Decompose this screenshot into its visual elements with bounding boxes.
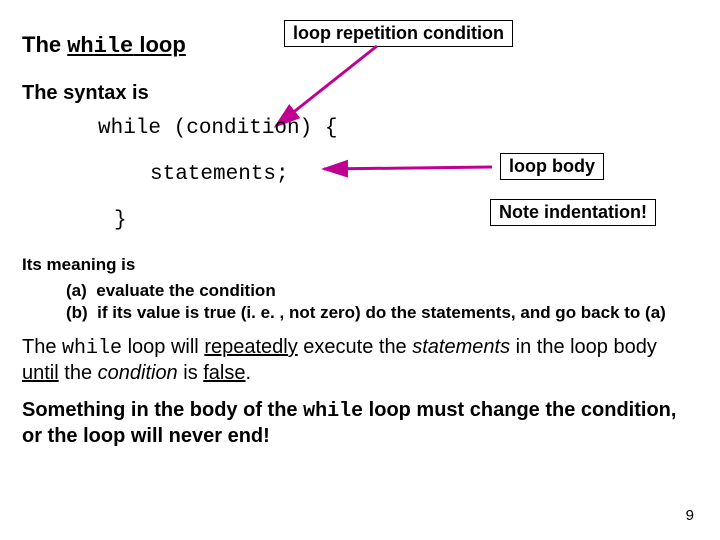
note-text: Note indentation!	[499, 202, 647, 222]
item-b: (b) if its value is true (i. e. , not ze…	[94, 303, 698, 323]
loop-body-box: loop body	[500, 153, 604, 180]
item-a-text: evaluate the condition	[96, 281, 275, 300]
paragraph-2: Something in the body of the while loop …	[22, 398, 698, 449]
p1-d: in the loop body	[510, 336, 657, 358]
loop-body-text: loop body	[509, 156, 595, 176]
title-mono: while	[67, 34, 133, 59]
title-suffix: loop	[133, 32, 186, 57]
p1-b: loop will	[122, 336, 204, 358]
p1-false: false	[203, 362, 245, 384]
p1-repeatedly: repeatedly	[204, 336, 297, 358]
item-a-label: (a)	[66, 281, 87, 300]
meaning-list: (a) evaluate the condition (b) if its va…	[58, 281, 698, 323]
note-box: Note indentation!	[490, 199, 656, 226]
page-number: 9	[686, 507, 694, 524]
p1-mono: while	[62, 337, 122, 360]
page-title: The while loop	[22, 32, 186, 59]
repetition-box: loop repetition condition	[284, 20, 513, 47]
syntax-label: The syntax is	[22, 82, 698, 105]
title-prefix: The	[22, 32, 67, 57]
code-line-2: statements;	[150, 163, 289, 186]
p1-until: until	[22, 362, 59, 384]
code-line-1: while (condition) {	[98, 117, 337, 140]
p1-g: .	[246, 362, 252, 384]
p2-mono: while	[303, 400, 363, 423]
p1-f: is	[178, 362, 204, 384]
paragraph-1: The while loop will repeatedly execute t…	[22, 335, 698, 386]
item-b-label: (b)	[66, 303, 88, 322]
repetition-text: loop repetition condition	[293, 23, 504, 43]
meaning-label: Its meaning is	[22, 255, 698, 275]
p1-statements: statements	[412, 336, 510, 358]
item-a: (a) evaluate the condition	[94, 281, 698, 301]
code-line-3: }	[114, 209, 127, 232]
p1-e: the	[59, 362, 98, 384]
item-b-text: if its value is true (i. e. , not zero) …	[97, 303, 666, 322]
p1-a: The	[22, 336, 62, 358]
p1-c: execute the	[298, 336, 413, 358]
p1-condition: condition	[98, 362, 178, 384]
p2-a: Something in the body of the	[22, 399, 303, 421]
